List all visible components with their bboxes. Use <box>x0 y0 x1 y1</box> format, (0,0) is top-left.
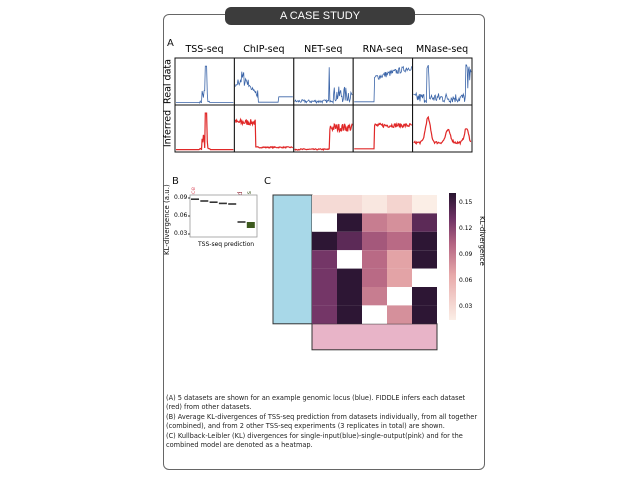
colorbar-tick-label: 0.06 <box>459 277 473 285</box>
inferred-trace <box>413 115 472 146</box>
heatmap-cell <box>412 195 437 214</box>
heatmap-cell <box>337 268 362 287</box>
panel-b-label: B <box>172 176 179 187</box>
heatmap-cell <box>312 250 337 269</box>
input-box <box>272 194 313 325</box>
colorbar-tick-label: 0.15 <box>459 199 473 207</box>
track-box <box>352 57 414 106</box>
heatmap-cell <box>312 213 337 232</box>
heatmap-cell <box>362 213 387 232</box>
real-data-trace <box>176 65 234 104</box>
y-tick-label: 0.06 <box>174 212 188 219</box>
track-box <box>293 57 354 106</box>
real-data-trace <box>413 64 472 104</box>
heatmap-cell <box>412 287 437 306</box>
heatmap-cell <box>387 305 412 324</box>
panel-b-xlabel: TSS-seq prediction <box>198 241 255 248</box>
heatmap-cell <box>387 213 412 232</box>
heatmap-cell <box>337 195 362 214</box>
panel-c-label: C <box>264 176 271 187</box>
heatmap-cell <box>387 250 412 269</box>
colorbar-tick-label: 0.12 <box>459 225 473 233</box>
track-box <box>352 104 414 153</box>
panel-a-label: A <box>167 38 174 49</box>
panel-b-plot-area <box>189 194 258 238</box>
column-title: MNase-seq <box>416 44 469 55</box>
heatmap-cell <box>362 231 387 251</box>
track-box <box>233 57 295 106</box>
column-title: ChIP-seq <box>243 44 285 55</box>
real-data-trace <box>354 65 412 103</box>
track-box <box>412 104 473 153</box>
caption-a: (A) 5 datasets are shown for an example … <box>166 394 466 412</box>
colorbar-tick-label: 0.03 <box>459 303 473 311</box>
heatmap-cell <box>387 287 412 306</box>
heatmap-cell <box>312 305 337 324</box>
box-replicates <box>246 222 255 228</box>
heatmap-cell <box>337 305 362 324</box>
real-data-trace <box>294 67 353 105</box>
heatmap-cell <box>412 213 437 232</box>
heatmap-cell <box>337 213 362 232</box>
inferred-trace <box>294 123 353 152</box>
title-banner: A CASE STUDY <box>225 7 415 25</box>
heatmap-cell <box>412 250 437 269</box>
track-box <box>233 104 295 153</box>
heatmap-cell <box>362 250 387 269</box>
caption: (A) 5 datasets are shown for an example … <box>166 394 481 450</box>
column-title: TSS-seq <box>185 44 224 55</box>
colorbar <box>449 193 456 320</box>
heatmap-cell <box>312 287 337 306</box>
heatmap-cell <box>337 231 362 251</box>
column-title: NET-seq <box>304 44 343 55</box>
inferred-trace <box>176 112 234 151</box>
heatmap-cell <box>412 305 437 324</box>
heatmap-cell <box>387 195 412 214</box>
heatmap-cell <box>337 287 362 306</box>
heatmap-cell <box>387 268 412 287</box>
colorbar-tick-label: 0.09 <box>459 251 473 259</box>
heatmap-cell <box>412 268 437 287</box>
real-data-trace <box>235 71 293 103</box>
heatmap-cell <box>362 268 387 287</box>
inferred-trace <box>354 121 413 150</box>
heatmap-cell <box>362 305 387 324</box>
heatmap-cell <box>312 195 337 214</box>
heatmap-cell <box>387 231 412 251</box>
y-tick-label: 0.03 <box>174 230 188 237</box>
heatmap-cell <box>312 268 337 287</box>
heatmap-cell <box>362 287 387 306</box>
y-tick-label: 0.09 <box>174 194 188 201</box>
inferred-trace <box>234 117 293 150</box>
output-box <box>311 323 438 351</box>
heatmap-cell <box>362 195 387 214</box>
heatmap-cell <box>312 231 337 251</box>
heatmap-cell <box>337 250 362 269</box>
column-title: RNA-seq <box>362 44 403 55</box>
caption-b: (B) Average KL-divergences of TSS-seq pr… <box>166 412 478 431</box>
caption-c: (C) Kullback-Leibler (KL) divergences fo… <box>166 431 463 450</box>
heatmap-cell <box>412 231 437 251</box>
